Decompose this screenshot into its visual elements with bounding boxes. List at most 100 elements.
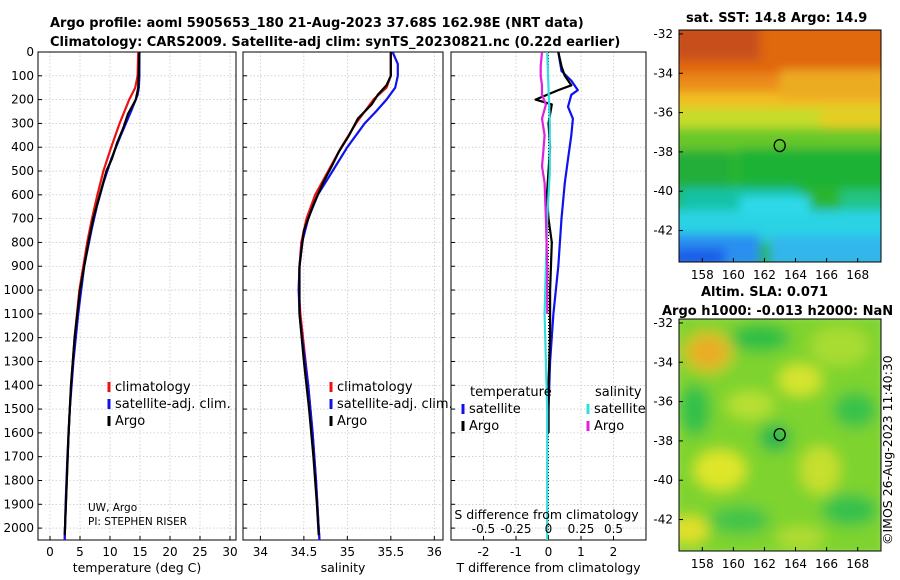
- figure-title-line2: Climatology: CARS2009. Satellite-adj cli…: [50, 35, 620, 50]
- legend-label: satellite: [469, 402, 521, 417]
- x-tick-label-salinity: 0: [545, 522, 553, 536]
- y-tick-label: 1000: [3, 283, 34, 297]
- x-tick-label: 25: [192, 545, 207, 559]
- x-tick-label: 15: [132, 545, 147, 559]
- map-x-tick-label: 166: [815, 268, 838, 282]
- y-tick-label: 1800: [3, 473, 34, 487]
- panel-frame: [242, 51, 444, 541]
- panel-frame: [37, 51, 237, 541]
- legend-label: satellite-adj. clim.: [337, 397, 453, 412]
- x-axis-label-salinity: S difference from climatology: [454, 507, 639, 522]
- legend-label: Argo: [469, 419, 499, 434]
- salinity-panel: 34 34.5 35 35.5 36 salinity climatology satelli…: [242, 51, 453, 575]
- y-tick-label: 700: [11, 212, 34, 226]
- map-y-tick-label: -42: [653, 224, 673, 238]
- series-line-argo: [63, 51, 141, 536]
- sla-heatmap: [679, 319, 881, 551]
- float-pi: PI: STEPHEN RISER: [88, 516, 187, 528]
- x-tick-label-salinity: 0.5: [604, 522, 623, 536]
- y-tick-label: 1100: [3, 307, 34, 321]
- x-tick-label-salinity: -0.25: [500, 522, 531, 536]
- sst-heatmap: [679, 30, 881, 262]
- series-line-s-argo: [539, 51, 549, 314]
- x-tick-label: 2: [610, 545, 618, 559]
- x-axis-label: temperature (deg C): [73, 560, 202, 575]
- series-line-climatology: [63, 51, 140, 541]
- x-tick-label: 34: [253, 545, 268, 559]
- y-tick-label: 600: [11, 188, 34, 202]
- x-tick-label: -2: [478, 545, 490, 559]
- x-tick-label: 0: [545, 545, 553, 559]
- temperature-panel: 0 5 10 15 20 25 300100200300400500600700800900…: [3, 45, 237, 575]
- y-tick-label: 1700: [3, 450, 34, 464]
- legend-label: satellite-adj. clim.: [115, 397, 231, 412]
- imos-credit: ©IMOS 26-Aug-2023 11:40:30: [880, 355, 895, 545]
- sla-map-frame: [678, 318, 882, 552]
- map-x-tick-label: 160: [722, 557, 745, 571]
- legend-label: Argo: [115, 414, 145, 429]
- map-y-tick-label: -38: [653, 434, 673, 448]
- legend-label: climatology: [115, 380, 191, 395]
- series-line-argo: [298, 52, 392, 536]
- y-tick-label: 400: [11, 140, 34, 154]
- sst-map-title: sat. SST: 14.8 Argo: 14.9: [686, 11, 867, 26]
- map-x-tick-label: 164: [784, 268, 807, 282]
- y-tick-label: 200: [11, 93, 34, 107]
- x-tick-label: -1: [510, 545, 522, 559]
- x-tick-label: 1: [577, 545, 585, 559]
- map-y-tick-label: -40: [653, 473, 673, 487]
- map-x-tick-label: 158: [691, 557, 714, 571]
- map-y-tick-label: -40: [653, 184, 673, 198]
- legend-label: Argo: [337, 414, 367, 429]
- x-tick-label: 5: [76, 545, 84, 559]
- map-x-tick-label: 166: [815, 557, 838, 571]
- series-line-satellite-adj-clim-: [63, 52, 141, 541]
- y-tick-label: 100: [11, 69, 34, 83]
- series-line-t-satellite: [547, 51, 579, 433]
- sla-map-subtitle: Argo h1000: -0.013 h2000: NaN: [662, 304, 893, 319]
- map-x-tick-label: 160: [722, 268, 745, 282]
- x-tick-label: 30: [222, 545, 237, 559]
- difference-panel: -2 -1 0 1 2T difference from climatology temp…: [450, 51, 647, 575]
- y-tick-label: 1600: [3, 426, 34, 440]
- legend-title-temperature: temperature: [470, 385, 552, 400]
- legend-title-salinity: salinity: [595, 385, 642, 400]
- sst-map-axes: 158 160 162 164 166 168 -32 -34 -36 -38 -40 -42: [653, 27, 869, 282]
- y-tick-label: 300: [11, 116, 34, 130]
- x-axis-label: salinity: [321, 560, 366, 575]
- y-tick-label: 1300: [3, 354, 34, 368]
- x-tick-label-salinity: -0.5: [472, 522, 495, 536]
- map-y-tick-label: -32: [653, 316, 673, 330]
- y-tick-label: 900: [11, 259, 34, 273]
- x-tick-label: 35.5: [377, 545, 404, 559]
- map-y-tick-label: -42: [653, 513, 673, 527]
- argo-position-marker-sla: [773, 427, 786, 442]
- x-tick-label: 20: [162, 545, 177, 559]
- x-tick-label: 35: [340, 545, 355, 559]
- x-tick-label: 10: [102, 545, 117, 559]
- map-x-tick-label: 168: [846, 268, 869, 282]
- series-line-climatology: [297, 52, 392, 541]
- map-x-tick-label: 164: [784, 557, 807, 571]
- legend-label: satellite: [594, 402, 646, 417]
- map-y-tick-label: -32: [653, 27, 673, 41]
- sst-map-frame: [678, 29, 882, 263]
- x-tick-label-salinity: 0.25: [568, 522, 595, 536]
- figure-title-line1: Argo profile: aoml 5905653_180 21-Aug-20…: [50, 16, 584, 31]
- float-operator: UW, Argo: [88, 502, 137, 514]
- map-y-tick-label: -36: [653, 106, 673, 120]
- map-y-tick-label: -38: [653, 145, 673, 159]
- map-x-tick-label: 168: [846, 557, 869, 571]
- map-y-tick-label: -34: [653, 66, 673, 80]
- x-tick-label: 36: [427, 545, 442, 559]
- y-tick-label: 1400: [3, 378, 34, 392]
- y-tick-label: 2000: [3, 521, 34, 535]
- y-tick-label: 1200: [3, 331, 34, 345]
- sla-map-axes: 158 160 162 164 166 168 -32 -34 -36 -38 -40 -42: [653, 316, 869, 571]
- legend-label: Argo: [594, 419, 624, 434]
- y-tick-label: 800: [11, 235, 34, 249]
- sla-map-title: Altim. SLA: 0.071: [701, 285, 828, 300]
- map-x-tick-label: 158: [691, 268, 714, 282]
- y-tick-label: 1500: [3, 402, 34, 416]
